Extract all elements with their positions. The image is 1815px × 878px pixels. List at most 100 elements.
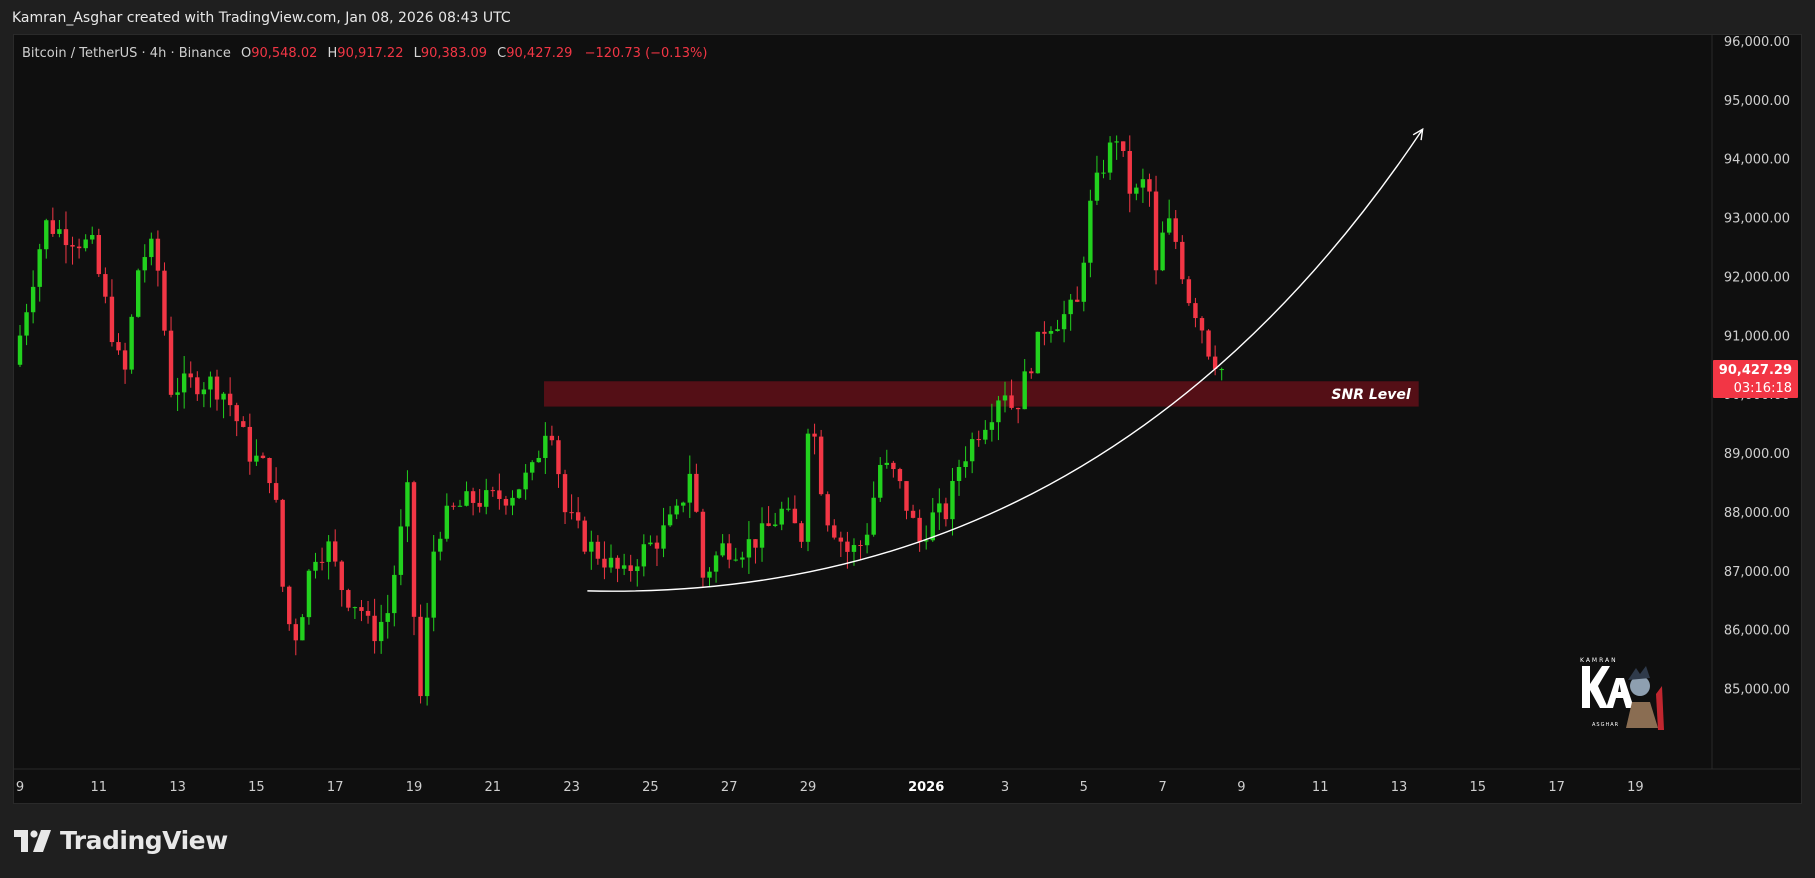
snr-zone[interactable] (544, 381, 1419, 407)
candle-body (667, 514, 673, 526)
candle-body (740, 557, 745, 560)
curve-arrow-path[interactable] (587, 128, 1424, 592)
candle-body (1035, 331, 1041, 374)
candle-body (910, 510, 916, 518)
candle-body (1015, 407, 1021, 410)
candle-body (1029, 371, 1034, 374)
bar-countdown-text: 03:16:18 (1734, 381, 1792, 396)
candle-body (319, 561, 325, 563)
candle-body (727, 543, 732, 560)
candle-body (1121, 141, 1126, 152)
candle-body (1022, 371, 1027, 410)
tradingview-wordmark: TradingView (60, 826, 228, 855)
candle-body (103, 274, 108, 297)
candle-body (766, 523, 771, 526)
candle-body (1153, 191, 1159, 271)
candle-body (1173, 218, 1178, 242)
high-value: 90,917.22 (337, 46, 404, 61)
candle-body (83, 239, 88, 249)
candle-body (983, 429, 988, 440)
candle-body (536, 457, 541, 463)
x-tick-label: 17 (1548, 780, 1565, 795)
candle-body (411, 482, 417, 617)
x-tick-label: 3 (1001, 780, 1009, 795)
candle-body (1055, 329, 1060, 332)
x-tick-label: 15 (1470, 780, 1487, 795)
candle-body (1088, 200, 1093, 263)
candle-body (687, 473, 692, 503)
candle-body (306, 570, 312, 618)
candle-body (904, 481, 909, 511)
candle-body (464, 491, 469, 506)
symbol-title[interactable]: Bitcoin / TetherUS · 4h · Binance (22, 46, 231, 61)
x-tick-label: 11 (91, 780, 108, 795)
change-value: −120.73 (−0.13%) (584, 46, 708, 61)
low-value: 90,383.09 (420, 46, 488, 61)
candle-body (477, 502, 482, 507)
candle-body (937, 503, 942, 513)
candle-body (1140, 179, 1146, 188)
curve-arrow-head (1412, 127, 1424, 141)
candle-body (575, 512, 581, 521)
y-tick-label: 91,000.00 (1724, 329, 1790, 344)
candle-body (175, 392, 180, 395)
candle-body (1061, 314, 1067, 330)
candle-body (582, 520, 587, 552)
candle-body (838, 537, 844, 542)
candle-body (195, 377, 200, 395)
y-tick-label: 93,000.00 (1724, 212, 1790, 227)
y-tick-label: 95,000.00 (1724, 94, 1790, 109)
candle-body (1002, 395, 1008, 401)
high-label: H (327, 46, 338, 61)
candle-body (832, 525, 837, 538)
candle-body (405, 482, 410, 527)
candle-body (76, 246, 82, 249)
last-price-tag[interactable] (1713, 360, 1798, 399)
candle-body (293, 624, 298, 641)
candle-body (661, 525, 666, 549)
y-tick-label: 85,000.00 (1724, 683, 1790, 698)
candle-body (1180, 241, 1185, 280)
candle-body (871, 497, 876, 535)
candle-body (1160, 232, 1165, 271)
candle-body (1101, 172, 1106, 174)
x-tick-label: 2026 (908, 780, 944, 795)
candle-body (90, 235, 95, 240)
open-label: O (240, 46, 252, 61)
candle-body (326, 541, 331, 562)
svg-text:ASGHAR: ASGHAR (1592, 722, 1619, 728)
candle-body (569, 512, 574, 514)
candle-body (234, 405, 239, 422)
candle-body (753, 539, 758, 548)
candle-body (1186, 279, 1192, 304)
close-value: 90,427.29 (506, 46, 573, 61)
candle-body (720, 543, 725, 556)
candle-body (503, 498, 509, 506)
candle-body (1009, 395, 1014, 408)
candle-body (457, 505, 463, 507)
y-tick-label: 92,000.00 (1724, 270, 1790, 285)
tradingview-logo-icon (14, 829, 51, 852)
candle-body (694, 473, 699, 512)
tradingview-brand[interactable]: TradingView (14, 826, 228, 855)
candle-body (372, 615, 377, 642)
x-tick-label: 9 (16, 780, 24, 795)
candle-body (602, 558, 607, 568)
y-tick-label: 89,000.00 (1724, 447, 1790, 462)
candle-body (438, 538, 443, 552)
candle-body (214, 376, 220, 400)
candle-body (378, 621, 384, 642)
candle-body (247, 426, 253, 462)
candle-body (267, 458, 272, 484)
candle-body (897, 469, 903, 482)
candle-body (273, 483, 279, 500)
candle-body (1212, 356, 1218, 370)
chart-panel[interactable] (13, 34, 1802, 804)
candle-body (648, 542, 653, 545)
candle-body (201, 389, 207, 395)
candle-body (181, 373, 187, 393)
candle-body (878, 464, 883, 498)
candle-body (851, 545, 857, 552)
candle-body (1107, 142, 1113, 173)
